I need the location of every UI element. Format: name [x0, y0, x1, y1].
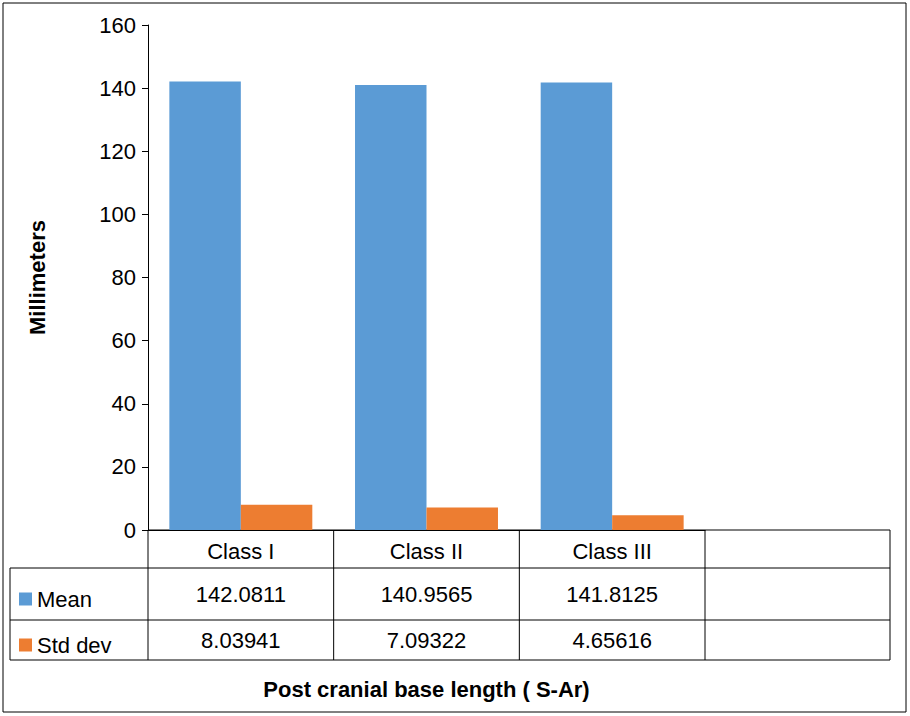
svg-text:142.0811: 142.0811	[196, 582, 286, 607]
svg-text:141.8125: 141.8125	[566, 582, 658, 607]
svg-text:20: 20	[112, 454, 136, 479]
svg-text:120: 120	[99, 139, 136, 164]
svg-text:0: 0	[124, 518, 136, 543]
svg-text:Millimeters: Millimeters	[25, 220, 50, 335]
svg-text:Class II: Class II	[390, 539, 463, 564]
svg-text:80: 80	[112, 265, 136, 290]
svg-text:140: 140	[99, 76, 136, 101]
svg-text:4.65616: 4.65616	[572, 628, 652, 653]
svg-text:Post cranial base length ( S-A: Post cranial base length ( S-Ar)	[263, 677, 589, 702]
svg-text:140.9565: 140.9565	[381, 582, 473, 607]
svg-text:100: 100	[99, 202, 136, 227]
svg-text:160: 160	[99, 13, 136, 38]
svg-text:60: 60	[112, 328, 136, 353]
svg-text:Class III: Class III	[572, 539, 651, 564]
svg-text:Std dev: Std dev	[37, 633, 112, 658]
svg-text:Class I: Class I	[207, 539, 274, 564]
svg-text:Mean: Mean	[37, 587, 92, 612]
svg-text:8.03941: 8.03941	[201, 628, 281, 653]
svg-text:7.09322: 7.09322	[387, 628, 467, 653]
svg-text:40: 40	[112, 391, 136, 416]
